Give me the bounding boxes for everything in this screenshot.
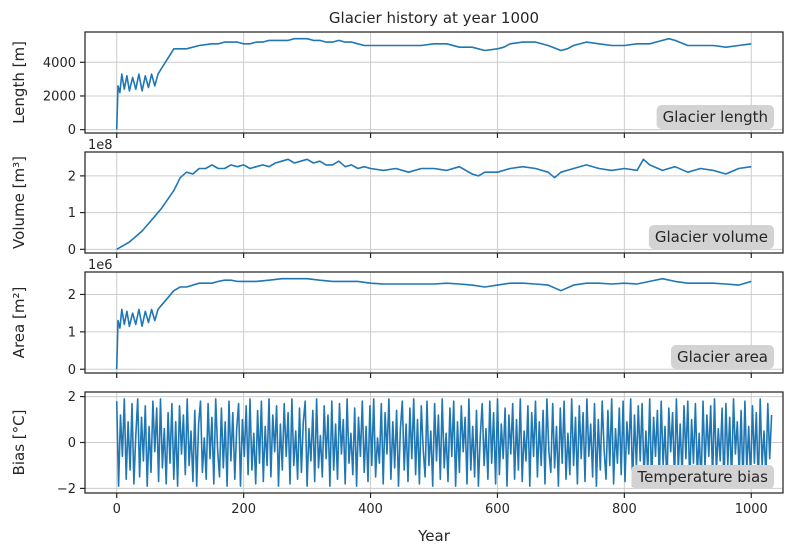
axes-frame [84,271,784,374]
y-tick-label: 2 [68,169,76,184]
panel-label: Glacier volume [655,228,768,246]
x-tick-label: 600 [485,502,510,517]
series-line [115,277,752,370]
x-tick-label: 800 [612,502,637,517]
y-tick-label: 0 [68,436,76,451]
series-line [115,37,752,130]
panel-3: 0 1 2 1e6 Area [m²] Glacier area [10,258,784,378]
y-axis-label: Volume [m³] [10,156,28,249]
panel-label-box [656,105,774,129]
panel-2: 0 1 2 1e8 Volume [m³] Glacier volume [10,138,784,258]
y-axis-label: Bias [°C] [10,410,28,476]
panel-1: 0 2000 4000 Length [m] Glacier length [10,31,784,138]
panel-4: −2 0 2 0 200 400 600 800 1000 Bias [°C] Temperatur… [10,390,784,517]
y-tick-label: −2 [57,482,76,497]
y-tick-label: 0 [68,243,76,258]
panel-label-box [631,465,774,489]
y-tick-label: 1 [68,206,76,221]
panel-label: Temperature bias [637,468,769,486]
series-line [116,158,752,250]
panel-label-box [648,225,774,249]
y-axis-label: Length [m] [10,41,28,124]
x-axis-label: Year [417,527,451,545]
panel-label: Glacier length [663,108,768,126]
series-line [115,398,773,487]
axes-frame [84,31,784,134]
x-tick-label: 200 [231,502,256,517]
x-tick-label: 1000 [735,502,768,517]
y-tick-label: 0 [68,363,76,378]
y-axis-label: Area [m²] [10,287,28,359]
axes-frame [84,151,784,254]
y-tick-label: 2 [68,390,76,405]
panel-label: Glacier area [677,348,768,366]
y-tick-label: 2000 [43,89,76,104]
x-tick-label: 0 [113,502,121,517]
x-tick-label: 400 [358,502,383,517]
panel-label-box [670,345,774,369]
offset-text: 1e6 [88,258,113,273]
y-tick-label: 1 [68,325,76,340]
chart-title: Glacier history at year 1000 [329,9,539,27]
y-tick-label: 0 [68,123,76,138]
y-tick-label: 4000 [43,56,76,71]
offset-text: 1e8 [88,138,113,153]
y-tick-label: 2 [68,288,76,303]
